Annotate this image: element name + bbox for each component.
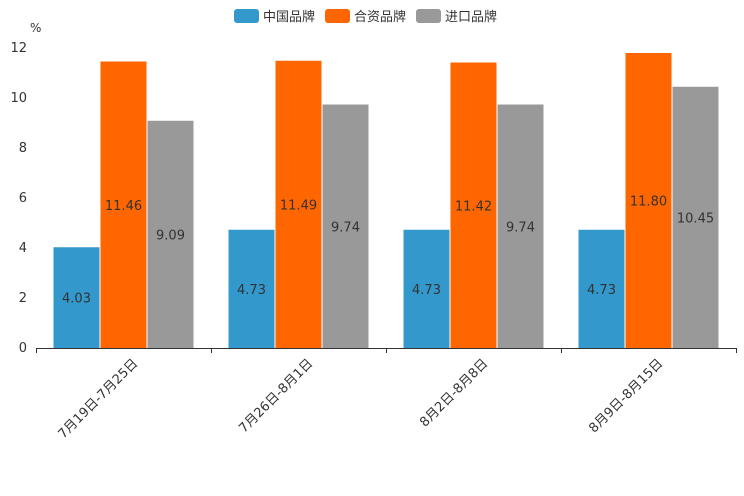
x-tick-label: 8月9日-8月15日 <box>586 356 666 436</box>
bar-value-label: 4.73 <box>587 283 616 298</box>
bar <box>53 247 100 348</box>
bar <box>497 104 544 348</box>
bar <box>322 104 369 348</box>
legend-swatch-joint-venture-brand <box>325 8 351 23</box>
y-tick-label: 8 <box>19 141 27 156</box>
bar-value-label: 11.49 <box>280 198 317 213</box>
y-tick-label: 12 <box>10 41 27 56</box>
bar <box>147 120 194 348</box>
y-tick-label: 0 <box>19 341 27 356</box>
bar-value-label: 4.73 <box>412 283 441 298</box>
bar-value-label: 9.74 <box>506 220 535 235</box>
bar <box>450 62 497 348</box>
x-tick-label: 7月19日-7月25日 <box>56 356 142 442</box>
y-tick-label: 6 <box>19 191 27 206</box>
bar-value-label: 11.42 <box>455 199 492 214</box>
bar-value-label: 4.03 <box>62 292 91 307</box>
legend-item-china-brand[interactable]: 中国品牌 <box>234 6 315 25</box>
bar-value-label: 11.46 <box>105 199 142 214</box>
legend-item-joint-venture-brand[interactable]: 合资品牌 <box>325 6 406 25</box>
bar-value-label: 4.73 <box>237 283 266 298</box>
x-tick-label: 7月26日-8月1日 <box>236 356 316 436</box>
y-axis-unit: % <box>30 21 42 35</box>
bar-value-label: 9.74 <box>331 220 360 235</box>
bar <box>228 229 275 348</box>
bar-value-label: 11.80 <box>630 195 667 210</box>
bar <box>625 53 672 348</box>
legend-label-joint-venture-brand: 合资品牌 <box>354 10 407 25</box>
bar <box>578 229 625 348</box>
legend-swatch-imported-brand <box>416 8 442 23</box>
bar <box>672 86 719 348</box>
bar <box>100 61 147 348</box>
legend-label-china-brand: 中国品牌 <box>263 10 316 25</box>
bar <box>403 229 450 348</box>
legend: 中国品牌 合资品牌 进口品牌 <box>234 6 497 25</box>
y-tick-label: 2 <box>19 291 27 306</box>
y-tick-label: 10 <box>10 91 27 106</box>
x-tick-label: 8月2日-8月8日 <box>417 356 491 430</box>
bar <box>275 60 322 348</box>
bar-value-label: 10.45 <box>677 211 714 226</box>
legend-item-imported-brand[interactable]: 进口品牌 <box>416 6 497 25</box>
y-tick-label: 4 <box>19 241 27 256</box>
bar-value-label: 9.09 <box>156 228 185 243</box>
legend-label-imported-brand: 进口品牌 <box>445 10 498 25</box>
legend-swatch-china-brand <box>234 8 259 23</box>
